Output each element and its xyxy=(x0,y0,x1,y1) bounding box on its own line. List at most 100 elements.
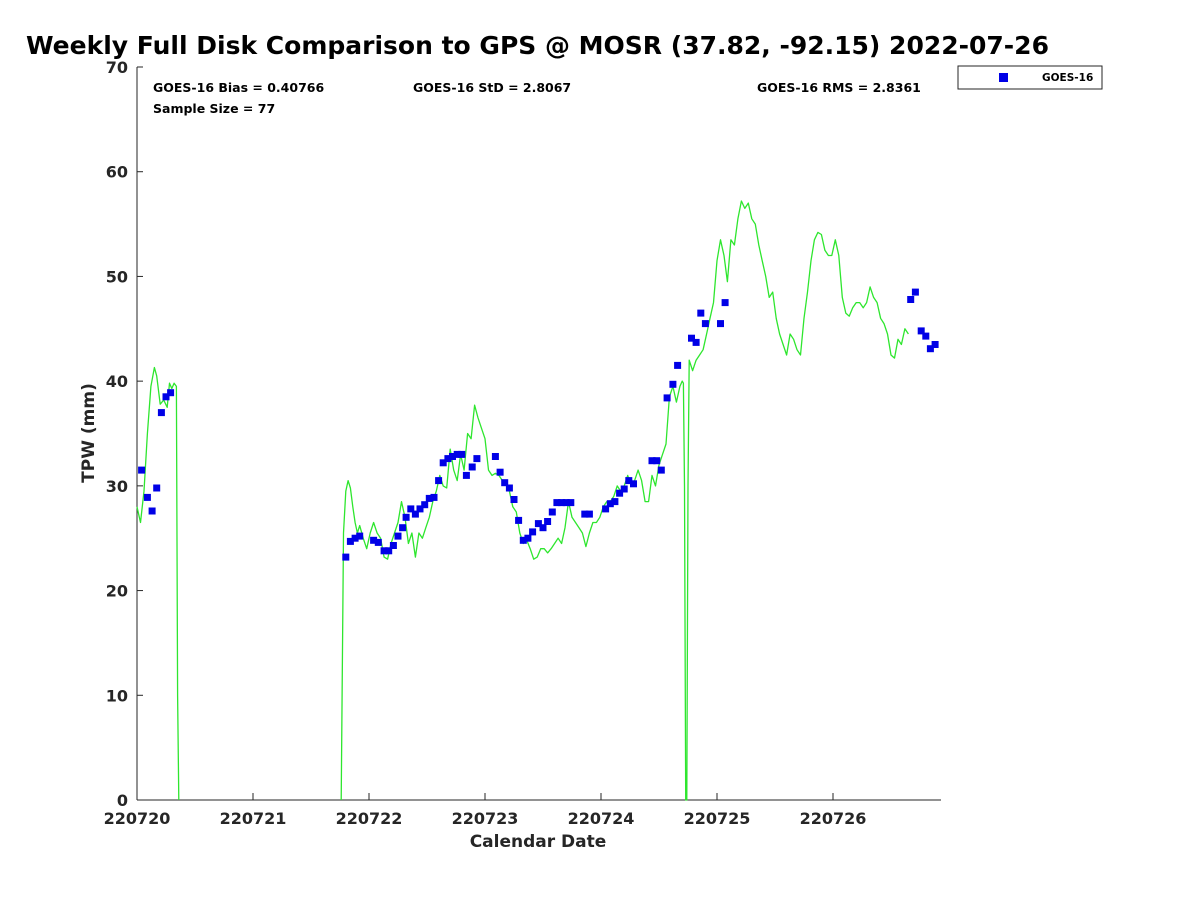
goes-point xyxy=(657,466,665,474)
x-tick-label: 220722 xyxy=(336,809,403,828)
goes-point xyxy=(399,524,407,532)
goes-point xyxy=(931,341,939,348)
goes-point xyxy=(688,334,695,342)
goes-point xyxy=(534,520,542,528)
goes-point xyxy=(468,463,476,471)
goes-point xyxy=(611,498,619,506)
goes-point xyxy=(449,453,456,460)
stat-bias: GOES-16 Bias = 0.40766 xyxy=(153,80,324,95)
goes-point xyxy=(529,528,537,536)
goes-point xyxy=(394,532,402,540)
goes-point xyxy=(496,468,504,476)
goes-point xyxy=(911,288,919,296)
goes-point xyxy=(926,345,934,353)
goes-point xyxy=(505,484,513,492)
goes-point xyxy=(616,489,624,497)
x-tick-label: 220726 xyxy=(800,809,867,828)
x-tick-label: 220721 xyxy=(220,809,287,828)
goes-point xyxy=(922,332,930,340)
gps-line-segment xyxy=(136,366,180,801)
goes-point xyxy=(458,450,466,458)
goes-point xyxy=(653,457,661,465)
legend-label: GOES-16 xyxy=(1042,72,1093,84)
legend-box xyxy=(957,65,1103,90)
goes-point xyxy=(425,494,433,502)
goes-point xyxy=(562,499,570,507)
goes-point xyxy=(548,508,556,516)
legend-marker xyxy=(999,73,1008,82)
chart-title: Weekly Full Disk Comparison to GPS @ MOS… xyxy=(26,31,1049,60)
goes-point xyxy=(567,499,575,507)
goes-point xyxy=(342,553,350,561)
goes-series xyxy=(138,288,939,561)
goes-point xyxy=(625,477,633,485)
goes-point xyxy=(351,534,359,542)
goes-point xyxy=(524,534,532,542)
goes-point xyxy=(692,338,700,346)
goes-point xyxy=(138,466,146,474)
goes-point xyxy=(585,510,593,518)
goes-point xyxy=(620,485,628,493)
x-tick-label: 220723 xyxy=(452,809,519,828)
goes-point xyxy=(697,309,705,317)
stat-std: GOES-16 StD = 2.8067 xyxy=(413,80,571,95)
y-tick-label: 10 xyxy=(106,686,128,705)
y-tick-label: 0 xyxy=(117,791,128,810)
legend: GOES-16 xyxy=(957,65,1103,90)
y-tick-label: 70 xyxy=(106,58,128,77)
goes-point xyxy=(648,457,656,465)
goes-point xyxy=(416,505,424,513)
goes-point xyxy=(544,518,552,525)
x-tick-label: 220720 xyxy=(104,809,171,828)
goes-point xyxy=(473,455,481,463)
goes-point xyxy=(553,499,561,507)
goes-point xyxy=(374,538,382,546)
x-tick-label: 220725 xyxy=(684,809,751,828)
goes-point xyxy=(581,510,589,518)
x-axis-label: Calendar Date xyxy=(470,832,607,852)
goes-point xyxy=(162,393,170,401)
gps-line-segment xyxy=(340,200,909,801)
goes-point xyxy=(421,501,429,509)
goes-point xyxy=(439,459,447,467)
x-tick-label: 220724 xyxy=(568,809,635,828)
goes-point xyxy=(515,516,523,524)
goes-point xyxy=(153,484,161,492)
axes xyxy=(136,67,941,801)
y-tick-label: 60 xyxy=(106,163,128,182)
goes-point xyxy=(539,524,547,532)
x-ticks: 220720 220721 220722 220723 220724 220725 2207… xyxy=(104,793,867,828)
y-ticks: 0 10 20 30 40 50 60 70 xyxy=(106,58,143,810)
goes-point xyxy=(907,296,915,303)
goes-point xyxy=(606,500,614,508)
goes-point xyxy=(917,327,925,335)
goes-point xyxy=(402,513,410,521)
goes-point xyxy=(663,394,671,402)
goes-point xyxy=(462,471,470,479)
goes-point xyxy=(674,361,682,369)
goes-point xyxy=(510,496,518,503)
stat-rms: GOES-16 RMS = 2.8361 xyxy=(757,80,921,95)
stat-sample-size: Sample Size = 77 xyxy=(153,101,275,116)
goes-point xyxy=(430,493,438,501)
goes-point xyxy=(370,536,378,544)
y-tick-label: 20 xyxy=(106,582,128,601)
goes-point xyxy=(717,320,724,328)
goes-point xyxy=(157,409,165,417)
goes-point xyxy=(407,505,415,513)
goes-point xyxy=(491,453,499,460)
goes-point xyxy=(630,480,637,488)
goes-point xyxy=(346,537,354,545)
goes-point xyxy=(701,320,709,328)
goes-point xyxy=(519,536,527,544)
y-tick-label: 40 xyxy=(106,372,128,391)
y-axis-label: TPW (mm) xyxy=(79,383,99,483)
goes-point xyxy=(435,477,443,485)
goes-point xyxy=(669,380,677,388)
goes-point xyxy=(380,547,388,555)
goes-point xyxy=(356,532,364,540)
goes-point xyxy=(411,510,419,518)
goes-point xyxy=(602,505,610,513)
goes-point xyxy=(148,507,156,515)
